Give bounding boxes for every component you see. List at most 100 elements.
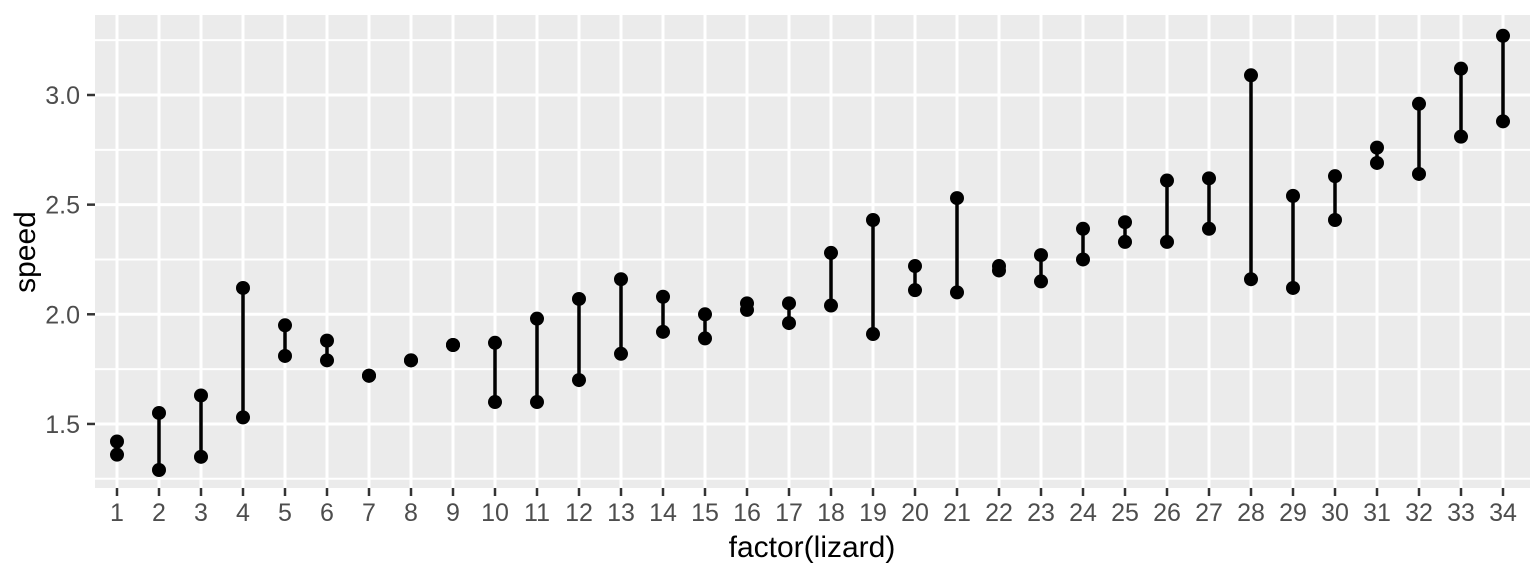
x-tick-label: 16 [733,499,761,527]
data-points [110,28,1510,478]
x-tick-label: 23 [1027,499,1055,527]
minor-gridlines [95,39,1530,480]
y-tick-label: 3.0 [45,82,80,110]
x-tick-label: 29 [1279,499,1307,527]
y-tick-label: 2.0 [45,301,80,329]
data-point-upper [1244,68,1258,83]
data-point-lower [194,449,208,464]
major-gridlines [95,15,1530,488]
y-tick-label: 1.5 [45,411,80,439]
data-point-upper [1034,248,1048,263]
data-point-upper [908,259,922,274]
data-point-lower [1202,221,1216,236]
x-tick-label: 30 [1321,499,1349,527]
data-point-upper [530,311,544,326]
data-point-lower [530,395,544,410]
data-point-lower [740,302,754,317]
data-point-lower [656,324,670,339]
data-point-upper [1160,173,1174,188]
data-point-lower [1454,129,1468,144]
x-tick-label: 14 [649,499,677,527]
data-point-upper [278,318,292,333]
x-axis-title: factor(lizard) [729,531,896,564]
x-tick-label: 34 [1489,499,1517,527]
x-tick-label: 1 [110,499,124,527]
data-point-lower [278,348,292,363]
data-point-lower [572,373,586,388]
x-tick-label: 25 [1111,499,1139,527]
data-point-lower [362,368,376,383]
data-point-upper [824,245,838,260]
x-tick-label: 31 [1363,499,1391,527]
data-point-lower [1496,114,1510,129]
x-tick-label: 13 [607,499,635,527]
data-point-lower [950,285,964,300]
x-tick-label: 9 [446,499,460,527]
data-point-lower [1370,155,1384,170]
data-point-lower [1286,280,1300,295]
x-tick-label: 19 [859,499,887,527]
data-point-upper [320,333,334,348]
data-point-lower [824,298,838,313]
x-tick-label: 2 [152,499,166,527]
data-point-lower [1034,274,1048,289]
x-tick-label: 6 [320,499,334,527]
data-point-upper [488,335,502,350]
data-point-lower [992,263,1006,278]
x-tick-label: 10 [481,499,509,527]
data-point-lower [1076,252,1090,267]
data-point-upper [1076,221,1090,236]
data-point-lower [1118,234,1132,249]
data-point-lower [152,463,166,478]
data-point-lower [1412,166,1426,181]
x-tick-label: 24 [1069,499,1097,527]
x-tick-label: 15 [691,499,719,527]
x-tick-label: 33 [1447,499,1475,527]
x-tick-label: 28 [1237,499,1265,527]
data-point-lower [1328,213,1342,228]
x-tick-label: 4 [236,499,250,527]
data-point-upper [866,213,880,228]
x-tick-label: 21 [943,499,971,527]
x-tick-label: 22 [985,499,1013,527]
data-point-lower [614,346,628,361]
data-point-upper [698,307,712,322]
data-point-lower [236,410,250,425]
data-point-upper [1370,140,1384,155]
data-point-upper [1286,188,1300,203]
data-point-lower [1160,234,1174,249]
data-point-upper [1328,169,1342,184]
y-tick-label: 2.5 [45,192,80,220]
data-point-lower [782,316,796,331]
data-point-lower [908,283,922,298]
data-point-upper [236,280,250,295]
x-tick-label: 11 [524,499,550,527]
data-point-lower [1244,272,1258,287]
data-point-lower [488,395,502,410]
data-point-lower [446,338,460,353]
data-point-upper [1202,171,1216,186]
data-point-upper [194,388,208,403]
y-axis-title: speed [9,211,42,293]
x-tick-label: 5 [278,499,292,527]
data-point-lower [110,447,124,462]
x-tick-label: 17 [775,499,803,527]
y-tick-labels: 1.5 2.0 2.5 3.0 [45,82,80,439]
data-point-lower [866,327,880,342]
x-tick-labels: 1 2 3 4 5 6 7 8 9 10 11 12 13 14 15 16 17 18 19 20 21 22 23 24 2… [110,499,1517,527]
data-point-upper [110,434,124,449]
data-point-upper [572,291,586,306]
data-point-lower [698,331,712,346]
data-point-lower [320,353,334,368]
data-point-upper [1412,96,1426,111]
x-tick-label: 26 [1153,499,1181,527]
data-point-lower [404,353,418,368]
data-point-upper [614,272,628,287]
data-point-upper [656,289,670,304]
x-tick-label: 27 [1195,499,1223,527]
x-tick-label: 8 [404,499,418,527]
plot-panel [95,15,1530,488]
x-tick-label: 3 [194,499,208,527]
